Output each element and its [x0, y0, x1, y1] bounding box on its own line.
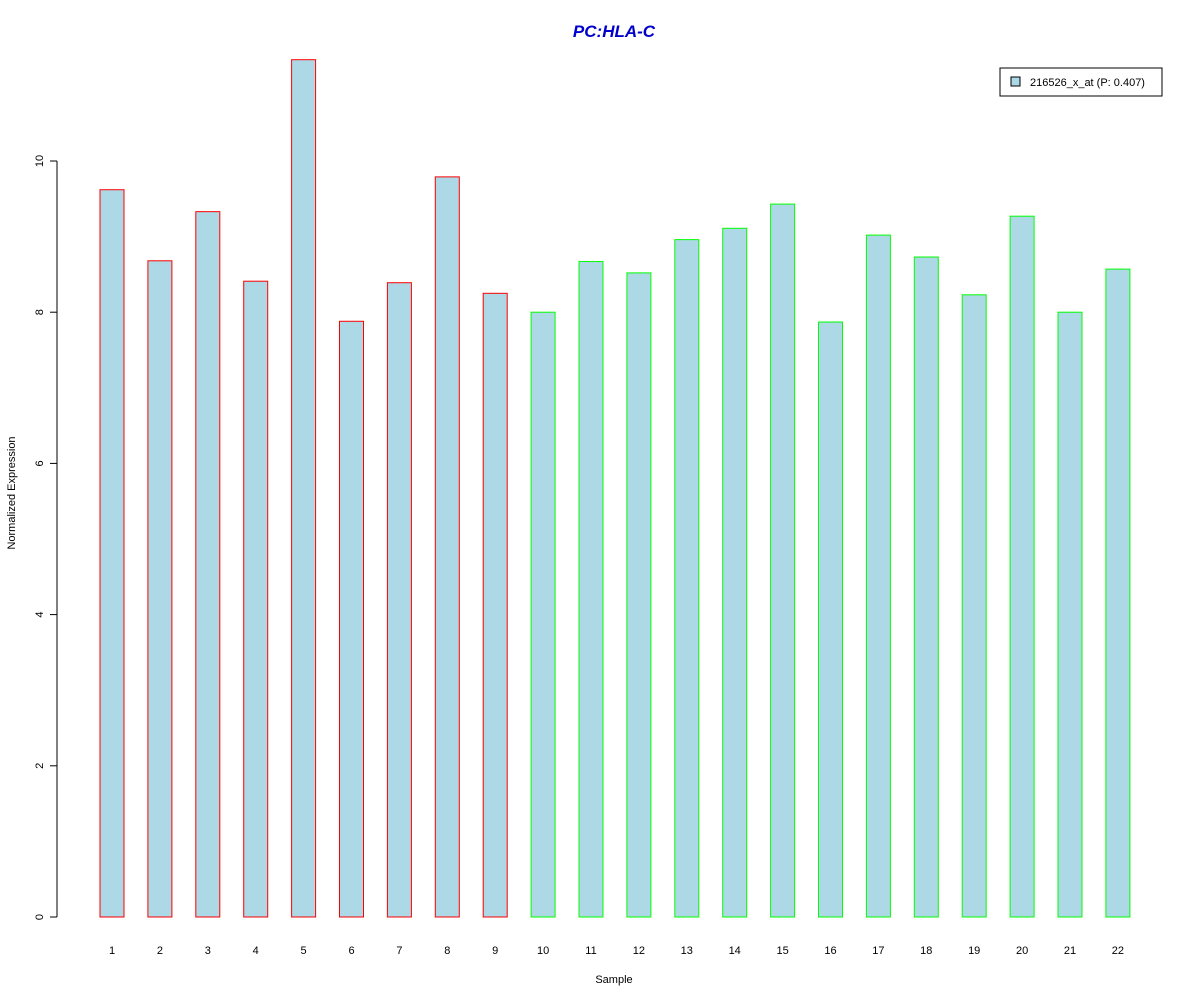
x-tick-label: 20	[1016, 945, 1028, 957]
x-tick-label: 7	[396, 945, 402, 957]
bar-sample-8	[434, 176, 460, 918]
bar-sample-2	[147, 260, 173, 918]
x-tick-label: 16	[824, 945, 836, 957]
legend: 216526_x_at (P: 0.407)	[999, 67, 1163, 97]
x-tick-label: 2	[157, 945, 163, 957]
y-tick-label: 0	[34, 914, 46, 920]
x-tick-label: 22	[1112, 945, 1124, 957]
bar-sample-4	[243, 280, 269, 918]
x-tick-label: 14	[729, 945, 741, 957]
bar-sample-16	[818, 321, 843, 918]
x-tick-label: 3	[205, 945, 211, 957]
x-tick-label: 17	[872, 945, 884, 957]
y-tick-label: 4	[34, 612, 46, 618]
y-tick-label: 6	[34, 460, 46, 466]
bar-sample-14	[722, 227, 748, 918]
y-axis-label: Normalized Expression	[6, 436, 18, 549]
bar-sample-18	[913, 256, 939, 918]
x-tick-label: 21	[1064, 945, 1076, 957]
bars-group	[99, 59, 1131, 918]
x-tick-label: 1	[109, 945, 115, 957]
y-axis: 0 2 4 6 8 10	[34, 155, 58, 920]
bar-sample-15	[770, 203, 796, 918]
bar-sample-9	[482, 292, 508, 918]
y-tick-label: 2	[34, 763, 46, 769]
legend-swatch	[1010, 76, 1021, 87]
bar-sample-20	[1009, 215, 1035, 918]
x-tick-labels: 1 2 3 4 5 6 7 8 9 10 11 12 13 14 15 16 17 18 19 20 21 22	[109, 945, 1124, 957]
x-tick-label: 13	[681, 945, 693, 957]
x-tick-label: 15	[776, 945, 788, 957]
bar-sample-7	[386, 282, 412, 918]
x-axis-label: Sample	[595, 974, 632, 986]
chart-title: PC:HLA-C	[573, 22, 656, 41]
x-tick-label: 4	[253, 945, 259, 957]
bar-sample-22	[1105, 268, 1131, 918]
bar-sample-10	[530, 311, 556, 918]
bar-sample-11	[578, 261, 604, 918]
bar-sample-5	[291, 59, 317, 918]
bar-sample-19	[961, 294, 987, 918]
x-tick-label: 6	[348, 945, 354, 957]
bar-sample-12	[626, 272, 652, 918]
x-tick-label: 12	[633, 945, 645, 957]
legend-box	[999, 67, 1163, 97]
legend-label: 216526_x_at (P: 0.407)	[1030, 77, 1145, 89]
x-tick-label: 10	[537, 945, 549, 957]
x-tick-label: 8	[444, 945, 450, 957]
bar-sample-6	[339, 320, 364, 918]
bar-sample-3	[195, 211, 221, 918]
bar-sample-17	[865, 234, 891, 918]
x-tick-label: 9	[492, 945, 498, 957]
x-tick-label: 11	[585, 945, 596, 957]
bar-sample-1	[99, 189, 125, 918]
y-tick-label: 8	[34, 309, 46, 315]
bar-sample-13	[674, 239, 700, 918]
y-tick-label: 10	[34, 155, 46, 167]
x-tick-label: 19	[968, 945, 980, 957]
x-tick-label: 5	[301, 945, 307, 957]
bar-sample-21	[1057, 311, 1083, 918]
x-tick-label: 18	[920, 945, 932, 957]
